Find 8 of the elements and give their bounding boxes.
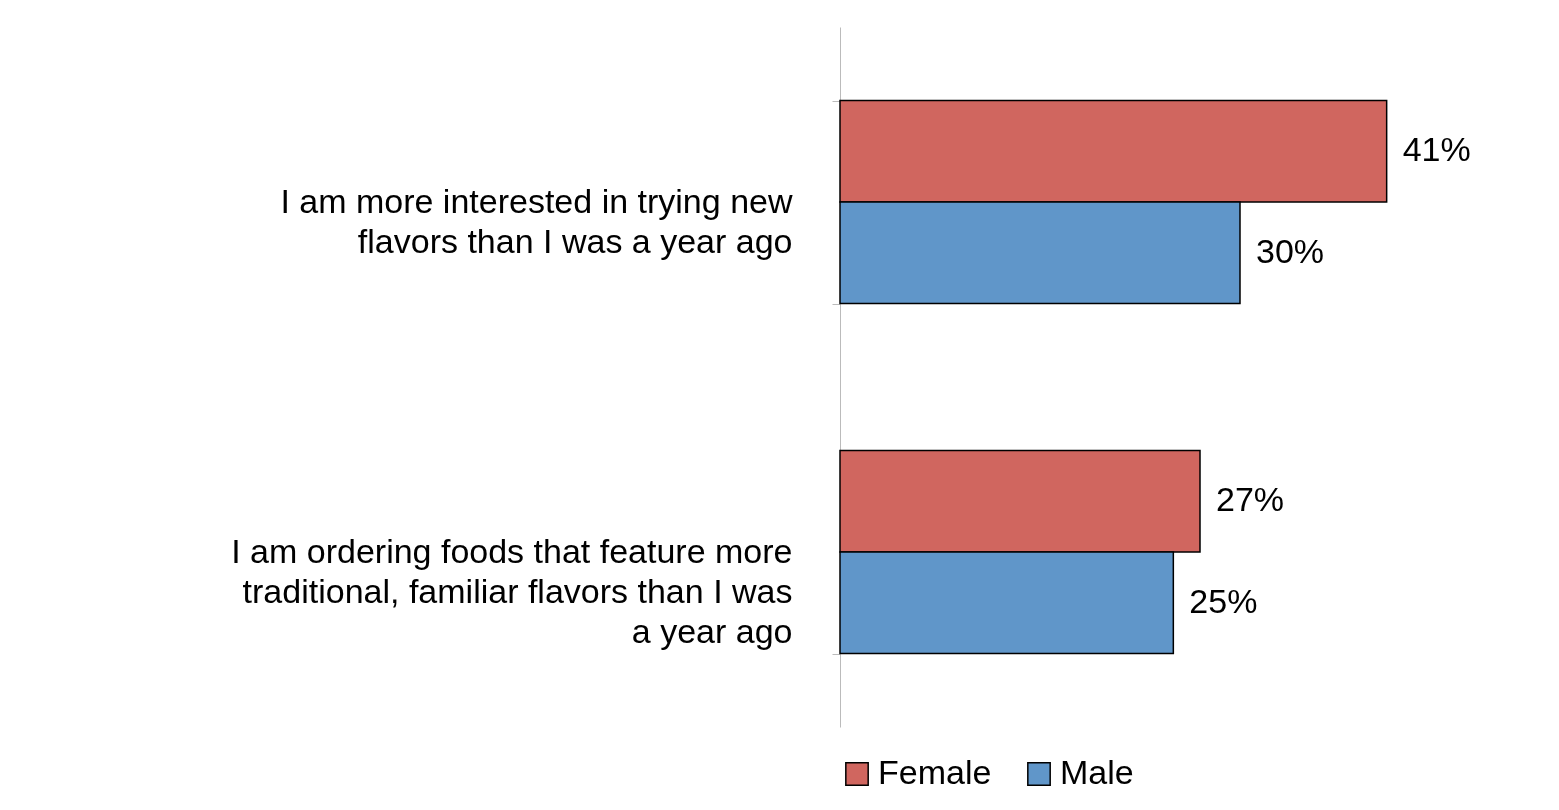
y-tick-label: I am more interested in trying new flavors than I was a year ago	[280, 181, 793, 260]
data-label: 30%	[1256, 231, 1325, 270]
data-label: 41%	[1402, 130, 1471, 169]
data-label: 27%	[1216, 480, 1285, 519]
y-tick-label: I am ordering foods that feature more traditional, familiar flavors than I was a year ago	[231, 531, 793, 650]
legend-label: Male	[1060, 753, 1134, 791]
legend-label: Female	[878, 753, 992, 791]
data-label: 25%	[1189, 581, 1258, 620]
